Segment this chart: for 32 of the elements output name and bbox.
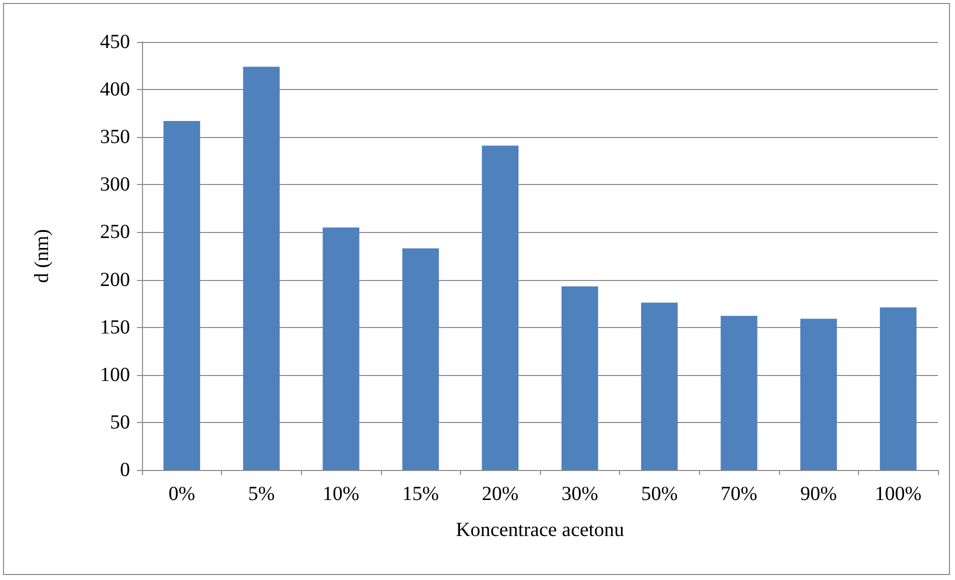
y-tick-label: 50 <box>110 411 130 434</box>
x-tick-label: 10% <box>322 483 360 505</box>
y-tick-label: 150 <box>100 316 130 338</box>
bar <box>800 318 837 470</box>
bar <box>641 302 678 470</box>
y-tick-label: 450 <box>100 31 130 53</box>
x-tick-label: 100% <box>874 483 922 505</box>
x-axis-title: Koncentrace acetonu <box>456 519 624 541</box>
bar <box>880 307 917 470</box>
y-tick-label: 100 <box>100 364 130 386</box>
x-tick-label: 90% <box>800 483 837 505</box>
y-tick-label: 200 <box>100 268 130 291</box>
bar <box>720 316 758 470</box>
x-tick-label: 15% <box>402 483 439 505</box>
y-tick-label: 300 <box>100 174 130 196</box>
bar <box>482 146 519 470</box>
x-tick-label: 30% <box>561 483 598 505</box>
y-axis-title: d (nm) <box>31 229 53 283</box>
x-tick-label: 0% <box>168 483 196 505</box>
x-tick-label: 70% <box>720 483 758 505</box>
x-tick-label: 50% <box>641 483 678 505</box>
bar <box>561 286 598 470</box>
y-tick-label: 400 <box>100 78 130 101</box>
y-tick-label: 0 <box>120 459 130 481</box>
bar <box>322 227 360 470</box>
bar <box>402 248 439 470</box>
y-tick-label: 350 <box>100 126 130 148</box>
bar <box>243 66 280 470</box>
bar <box>163 120 200 470</box>
x-tick-label: 5% <box>248 483 275 505</box>
y-tick-label: 250 <box>100 221 130 244</box>
x-tick-label: 20% <box>482 483 519 505</box>
